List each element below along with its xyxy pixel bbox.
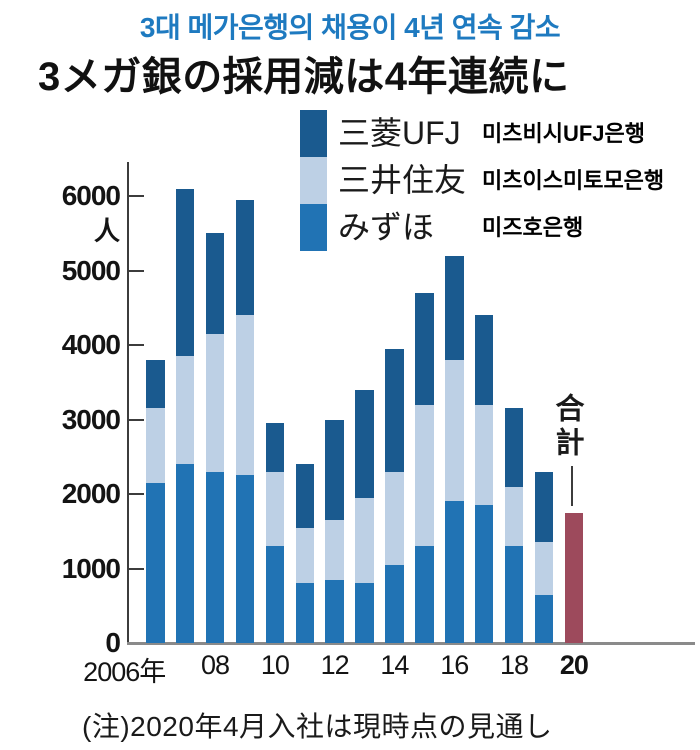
bar-segment-2008: [205, 233, 225, 334]
bar-segment-2015: [415, 546, 434, 643]
bar-segment-2017: [474, 505, 494, 643]
bar-segment-2019: [534, 542, 554, 595]
bar-segment-2014: [385, 471, 404, 565]
y-axis-tick: [129, 567, 144, 570]
y-axis-tick: [129, 269, 144, 272]
bar-segment-2012: [325, 520, 344, 580]
bar-segment-2007: [175, 464, 195, 643]
bar-segment-2016: [445, 501, 464, 643]
title-korean: 3대 메가은행의 채용이 4년 연속 감소: [139, 12, 561, 43]
legend-label-ja: みずほ: [338, 209, 435, 245]
bar-segment-2006: [146, 359, 165, 409]
y-axis-label: 1000: [61, 552, 121, 584]
bar-segment-2016: [445, 255, 464, 360]
bar-segment-2006: [146, 408, 165, 483]
y-axis-line: [127, 162, 129, 645]
bar-segment-2016: [445, 359, 464, 502]
y-axis-label: 0: [105, 627, 121, 658]
y-axis-tick: [129, 493, 144, 495]
x-axis-label: 16: [440, 650, 469, 680]
bar-segment-2007: [175, 356, 195, 465]
legend-label-ko: 미츠이스미토모은행: [482, 168, 665, 193]
x-axis-label: 20: [559, 650, 589, 680]
footnote: (注)2020年4月入社は現時点の見通し: [82, 711, 553, 742]
x-axis-label: 08: [201, 650, 230, 680]
y-axis-label: 3000: [61, 403, 121, 435]
bar-segment-2017: [474, 404, 494, 506]
legend-label-ko: 미즈호은행: [482, 215, 584, 240]
bar-segment-2014: [385, 348, 404, 472]
total-leader-line: [571, 466, 573, 506]
legend-label-ja: 三井住友: [338, 162, 467, 198]
y-axis-tick: [129, 195, 144, 197]
bar-segment-2010: [265, 546, 285, 643]
bar-segment-2015: [415, 404, 434, 547]
bar-segment-2008: [205, 333, 225, 472]
bar-segment-2009: [235, 475, 255, 643]
bar-segment-2014: [385, 564, 404, 643]
bar-segment-2009: [235, 315, 255, 476]
bar-segment-2012: [325, 419, 344, 521]
x-axis-label: 12: [320, 650, 350, 680]
y-axis-label: 5000: [61, 254, 121, 286]
x-axis-label: 10: [260, 650, 290, 680]
bar-segment-2011: [295, 583, 314, 643]
bar-segment-2008: [205, 471, 225, 643]
legend-swatch: [300, 157, 327, 204]
bar-segment-2013: [355, 389, 374, 498]
bar-segment-2018: [504, 546, 524, 643]
bar-segment-2019: [534, 471, 554, 543]
bar-total-2020: [564, 512, 584, 643]
bar-segment-2018: [504, 408, 524, 487]
bar-segment-2006: [146, 482, 165, 643]
x-axis-label: 14: [380, 650, 409, 680]
bar-segment-2012: [325, 579, 344, 643]
legend-swatch: [300, 110, 327, 157]
bar-segment-2010: [265, 423, 285, 472]
bar-segment-2007: [175, 188, 195, 357]
y-axis-tick: [129, 418, 144, 421]
y-axis-unit-label: 人: [93, 216, 120, 246]
y-axis-tick: [129, 344, 144, 346]
bar-segment-2017: [474, 315, 494, 405]
x-axis-label: 2006年: [83, 657, 166, 687]
title-japanese: 3メガ銀の採用減は4年連続に: [38, 55, 570, 99]
bar-segment-2009: [235, 199, 255, 316]
bar-segment-2011: [295, 464, 314, 528]
bar-segment-2013: [355, 497, 374, 584]
bar-segment-2013: [355, 583, 374, 643]
y-axis-label: 4000: [61, 329, 121, 360]
x-axis-label: 18: [500, 650, 529, 680]
legend-label-ja: 三菱UFJ: [338, 115, 461, 151]
x-axis-line: [127, 642, 695, 645]
bar-segment-2010: [265, 471, 285, 547]
legend-swatch: [300, 204, 327, 251]
bar-segment-2015: [415, 292, 434, 405]
bar-segment-2011: [295, 527, 314, 584]
y-axis-label: 6000: [61, 180, 121, 211]
y-axis-label: 2000: [61, 478, 121, 509]
bar-segment-2018: [504, 486, 524, 547]
total-label: 合計: [551, 393, 583, 461]
bar-segment-2019: [534, 594, 554, 643]
legend-label-ko: 미츠비시UFJ은행: [482, 121, 646, 146]
